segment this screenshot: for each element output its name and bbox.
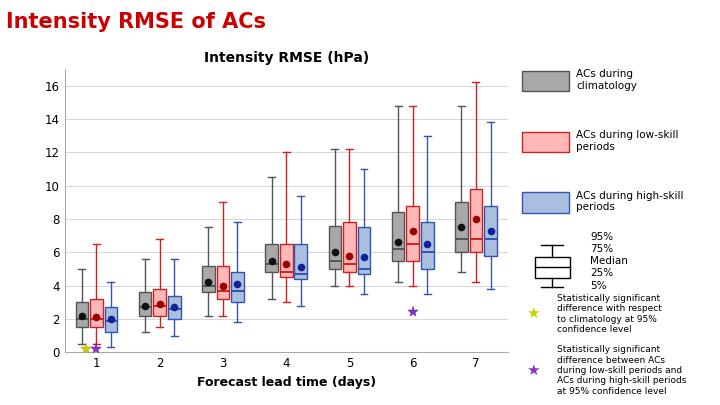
- Text: 75%: 75%: [590, 244, 613, 254]
- Bar: [358, 227, 370, 274]
- Bar: [231, 272, 244, 302]
- Bar: [455, 202, 468, 252]
- Text: ACs during
climatology: ACs during climatology: [576, 69, 637, 91]
- Bar: [469, 189, 482, 252]
- Text: ACs during high-skill
periods: ACs during high-skill periods: [576, 191, 683, 213]
- Bar: [90, 299, 103, 327]
- Bar: [266, 244, 278, 272]
- Bar: [76, 302, 89, 327]
- Bar: [328, 226, 341, 269]
- Text: 25%: 25%: [590, 269, 613, 278]
- Bar: [421, 222, 433, 269]
- Bar: [153, 289, 166, 315]
- Text: 5%: 5%: [590, 281, 607, 290]
- Text: 95%: 95%: [590, 232, 613, 242]
- Text: Statistically significant
difference between ACs
during low-skill periods and
AC: Statistically significant difference bet…: [557, 345, 686, 396]
- Bar: [104, 307, 117, 333]
- Bar: [294, 244, 307, 279]
- Bar: [406, 206, 419, 261]
- Bar: [392, 212, 405, 261]
- Text: Median: Median: [590, 256, 629, 266]
- Title: Intensity RMSE (hPa): Intensity RMSE (hPa): [204, 51, 369, 65]
- Bar: [280, 244, 292, 277]
- Text: ★: ★: [526, 363, 539, 378]
- Bar: [343, 222, 356, 272]
- Text: ACs during low-skill
periods: ACs during low-skill periods: [576, 130, 678, 152]
- Text: Statistically significant
difference with respect
to climatology at 95%
confiden: Statistically significant difference wit…: [557, 294, 662, 334]
- Text: ★: ★: [526, 306, 539, 322]
- Bar: [168, 296, 181, 319]
- Text: Intensity RMSE of ACs: Intensity RMSE of ACs: [6, 12, 266, 32]
- Bar: [202, 266, 215, 292]
- X-axis label: Forecast lead time (days): Forecast lead time (days): [197, 376, 376, 389]
- Bar: [484, 206, 497, 256]
- Bar: [139, 292, 151, 315]
- Bar: [534, 257, 570, 278]
- Bar: [217, 266, 229, 299]
